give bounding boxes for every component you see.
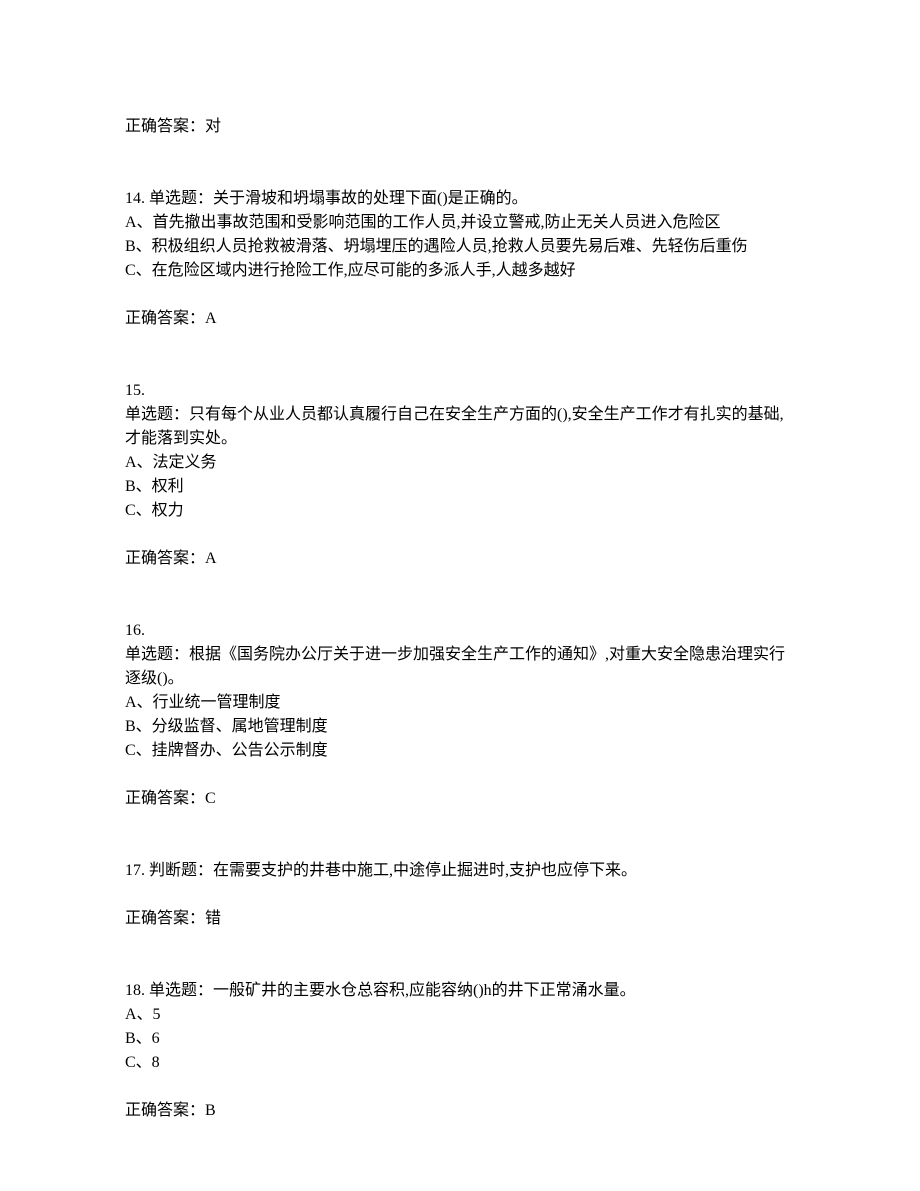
answer-text: 正确答案：对 <box>125 115 795 139</box>
option-a: A、5 <box>125 1003 795 1027</box>
question-16: 16. 单选题：根据《国务院办公厅关于进一步加强安全生产工作的通知》,对重大安全… <box>125 619 795 811</box>
option-b: B、分级监督、属地管理制度 <box>125 715 795 739</box>
option-a: A、法定义务 <box>125 451 795 475</box>
question-13-answer: 正确答案：对 <box>125 115 795 139</box>
option-a: A、行业统一管理制度 <box>125 691 795 715</box>
option-c: C、8 <box>125 1051 795 1075</box>
question-text: 18. 单选题：一般矿井的主要水仓总容积,应能容纳()h的井下正常涌水量。 <box>125 979 795 1003</box>
question-text: 17. 判断题：在需要支护的井巷中施工,中途停止掘进时,支护也应停下来。 <box>125 859 795 883</box>
question-15: 15. 单选题：只有每个从业人员都认真履行自己在安全生产方面的(),安全生产工作… <box>125 379 795 571</box>
option-a: A、首先撤出事故范围和受影响范围的工作人员,并设立警戒,防止无关人员进入危险区 <box>125 211 795 235</box>
option-c: C、在危险区域内进行抢险工作,应尽可能的多派人手,人越多越好 <box>125 259 795 283</box>
option-b: B、6 <box>125 1027 795 1051</box>
question-text: 单选题：根据《国务院办公厅关于进一步加强安全生产工作的通知》,对重大安全隐患治理… <box>125 643 795 691</box>
answer-text: 正确答案：B <box>125 1099 795 1123</box>
question-14: 14. 单选题：关于滑坡和坍塌事故的处理下面()是正确的。 A、首先撤出事故范围… <box>125 187 795 331</box>
option-c: C、权力 <box>125 499 795 523</box>
option-b: B、权利 <box>125 475 795 499</box>
question-17: 17. 判断题：在需要支护的井巷中施工,中途停止掘进时,支护也应停下来。 正确答… <box>125 859 795 931</box>
answer-text: 正确答案：A <box>125 547 795 571</box>
question-number: 16. <box>125 619 795 643</box>
question-number: 15. <box>125 379 795 403</box>
answer-text: 正确答案：A <box>125 307 795 331</box>
option-c: C、挂牌督办、公告公示制度 <box>125 739 795 763</box>
answer-text: 正确答案：错 <box>125 907 795 931</box>
question-18: 18. 单选题：一般矿井的主要水仓总容积,应能容纳()h的井下正常涌水量。 A、… <box>125 979 795 1123</box>
option-b: B、积极组织人员抢救被滑落、坍塌埋压的遇险人员,抢救人员要先易后难、先轻伤后重伤 <box>125 235 795 259</box>
question-text: 14. 单选题：关于滑坡和坍塌事故的处理下面()是正确的。 <box>125 187 795 211</box>
answer-text: 正确答案：C <box>125 787 795 811</box>
question-text: 单选题：只有每个从业人员都认真履行自己在安全生产方面的(),安全生产工作才有扎实… <box>125 403 795 451</box>
